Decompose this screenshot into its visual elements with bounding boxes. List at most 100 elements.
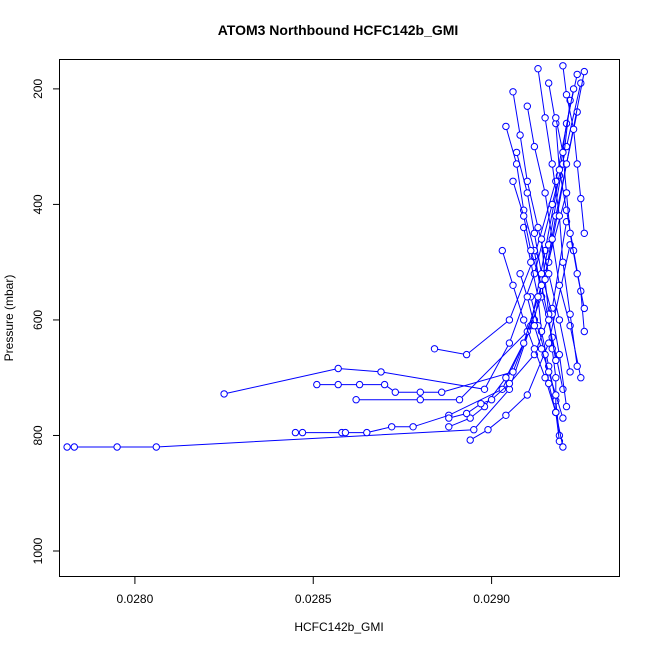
data-point	[559, 385, 567, 393]
data-point	[462, 409, 471, 418]
data-point	[380, 380, 389, 389]
data-point	[555, 281, 564, 289]
data-point	[313, 380, 321, 389]
data-point	[552, 356, 560, 365]
data-point	[545, 270, 553, 278]
series-1	[63, 70, 581, 451]
data-point	[502, 122, 510, 131]
data-point	[573, 70, 581, 79]
data-point	[552, 408, 560, 417]
data-point	[470, 426, 478, 434]
x-tick-label: 0.0285	[295, 592, 332, 606]
y-axis: 200 400 600 800 1000	[31, 79, 60, 564]
data-point	[502, 411, 510, 419]
data-point	[516, 131, 524, 139]
series-23	[516, 270, 567, 422]
data-point	[523, 189, 531, 197]
data-point	[577, 374, 585, 382]
data-point	[341, 428, 350, 437]
data-point	[505, 379, 514, 388]
data-point	[509, 368, 517, 376]
y-tick-label: 400	[31, 194, 45, 214]
series-22	[559, 62, 588, 238]
series-line	[555, 117, 585, 309]
series-8	[466, 241, 574, 444]
data-point	[445, 414, 453, 422]
data-point	[569, 125, 578, 134]
data-point	[509, 281, 517, 289]
data-point	[505, 316, 514, 324]
series-line	[512, 181, 557, 361]
data-point	[541, 189, 549, 197]
data-point	[566, 310, 574, 318]
data-point	[541, 275, 549, 284]
data-point	[291, 428, 300, 437]
data-point	[555, 212, 564, 220]
y-tick-label: 800	[31, 425, 45, 445]
data-point	[569, 85, 578, 93]
data-point	[445, 423, 453, 431]
x-axis-label: HCFC142b_GMI	[294, 620, 383, 634]
data-point	[487, 396, 496, 404]
series-10	[509, 88, 574, 376]
data-point	[537, 235, 546, 243]
data-point	[527, 246, 535, 255]
x-tick-label: 0.0280	[117, 592, 154, 606]
data-point	[355, 380, 364, 389]
data-point	[559, 414, 567, 422]
data-point	[562, 91, 571, 99]
plot-frame	[59, 59, 620, 577]
series-19	[552, 114, 588, 313]
data-point	[562, 189, 571, 197]
data-point	[438, 388, 446, 396]
data-point	[509, 177, 517, 186]
data-point	[580, 229, 588, 238]
y-tick-label: 600	[31, 310, 45, 330]
data-point	[498, 246, 506, 255]
data-point	[220, 390, 228, 398]
data-point	[484, 426, 492, 434]
data-point	[523, 102, 531, 110]
data-point	[562, 402, 571, 411]
series-2	[220, 79, 585, 398]
data-point	[534, 65, 542, 73]
data-point	[530, 345, 539, 353]
data-point	[480, 385, 489, 393]
data-point	[455, 396, 464, 404]
data-point	[530, 270, 539, 278]
series-13	[534, 65, 581, 370]
data-point	[559, 148, 567, 157]
data-point	[580, 304, 588, 313]
data-point	[113, 443, 121, 451]
data-point	[552, 114, 560, 122]
data-point	[298, 428, 307, 437]
series-line	[562, 65, 585, 234]
data-point	[541, 114, 549, 122]
plot-area	[63, 62, 588, 451]
data-point	[63, 443, 71, 451]
data-point	[152, 443, 161, 451]
data-point	[502, 374, 510, 382]
data-point	[562, 160, 571, 168]
data-point	[573, 160, 581, 168]
data-point	[430, 345, 439, 353]
data-point	[505, 339, 514, 347]
series-line	[223, 82, 582, 395]
data-point	[530, 142, 539, 151]
data-point	[548, 235, 556, 243]
data-point	[548, 160, 556, 168]
chart-title: ATOM3 Northbound HCFC142b_GMI	[218, 22, 459, 38]
data-point	[552, 177, 560, 186]
data-point	[573, 270, 581, 278]
data-point	[577, 194, 585, 203]
data-point	[552, 374, 560, 382]
data-point	[416, 388, 424, 396]
series-21	[509, 177, 560, 365]
data-point	[530, 322, 539, 330]
data-point	[352, 396, 360, 404]
data-point	[555, 316, 564, 324]
data-point	[545, 379, 553, 388]
x-axis: 0.0280 0.0285 0.0290	[117, 577, 510, 606]
data-point	[334, 364, 342, 373]
